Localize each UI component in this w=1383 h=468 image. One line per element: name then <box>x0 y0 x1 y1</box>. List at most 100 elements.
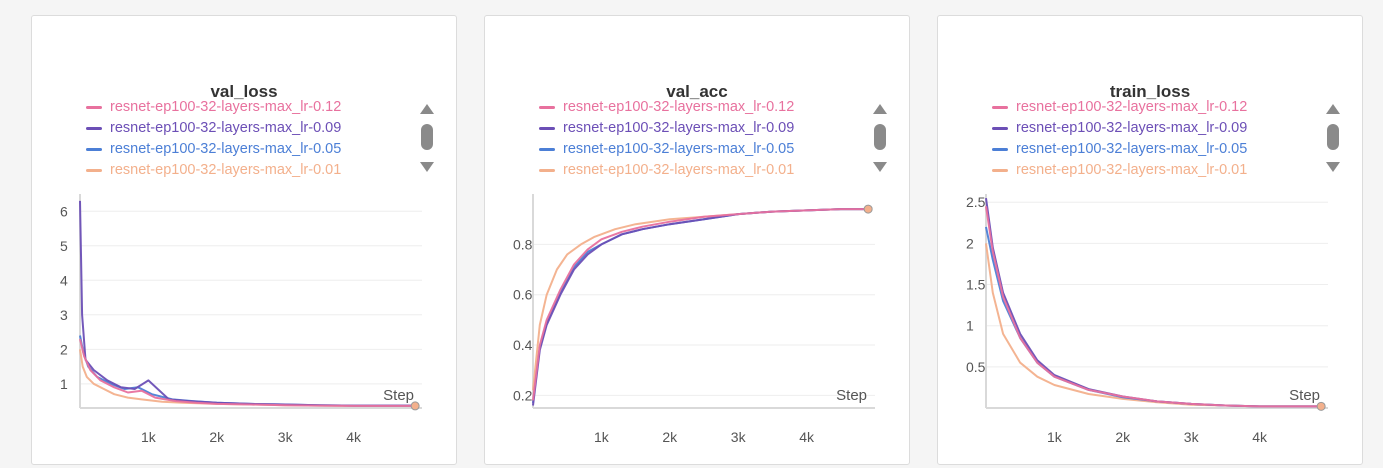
y-tick-label: 5 <box>60 238 68 254</box>
legend-label: resnet-ep100-32-layers-max_lr-0.12 <box>110 99 342 115</box>
x-axis-label: Step <box>1289 387 1320 404</box>
scroll-down-icon[interactable] <box>1326 162 1340 172</box>
scroll-up-icon[interactable] <box>420 104 434 114</box>
y-tick-label: 0.6 <box>513 287 533 303</box>
scroll-down-icon[interactable] <box>873 162 887 172</box>
scroll-thumb[interactable] <box>874 124 886 150</box>
legend: resnet-ep100-32-layers-max_lr-0.12 resne… <box>992 97 1292 181</box>
legend-scroll-control[interactable] <box>419 104 435 174</box>
x-tick-label: 3k <box>1184 429 1200 445</box>
series-line <box>985 226 1322 408</box>
x-tick-label: 4k <box>346 429 362 445</box>
chart-panel-train-loss: train_loss resnet-ep100-32-layers-max_lr… <box>937 15 1363 465</box>
y-tick-label: 0.5 <box>966 359 986 375</box>
legend-swatch <box>992 127 1008 130</box>
legend: resnet-ep100-32-layers-max_lr-0.12 resne… <box>86 97 386 181</box>
legend-item[interactable]: resnet-ep100-32-layers-max_lr-0.01 <box>992 160 1292 181</box>
y-tick-label: 0.4 <box>513 337 533 353</box>
scroll-down-icon[interactable] <box>420 162 434 172</box>
scroll-up-icon[interactable] <box>1326 104 1340 114</box>
x-tick-label: 4k <box>1252 429 1268 445</box>
legend-label: resnet-ep100-32-layers-max_lr-0.05 <box>1016 141 1248 157</box>
x-tick-label: 4k <box>799 429 815 445</box>
legend-label: resnet-ep100-32-layers-max_lr-0.09 <box>110 120 342 136</box>
series-line <box>79 349 416 407</box>
chart-panel-val-acc: val_acc resnet-ep100-32-layers-max_lr-0.… <box>484 15 910 465</box>
legend-swatch <box>86 169 102 172</box>
legend-item[interactable]: resnet-ep100-32-layers-max_lr-0.09 <box>539 118 839 139</box>
legend-scroll-control[interactable] <box>1325 104 1341 174</box>
y-tick-label: 1 <box>966 318 974 334</box>
series-line <box>532 208 869 404</box>
legend-swatch <box>992 148 1008 151</box>
y-tick-label: 0.8 <box>513 236 533 252</box>
series-line <box>985 243 1322 408</box>
series-line <box>79 335 416 407</box>
legend-label: resnet-ep100-32-layers-max_lr-0.05 <box>563 141 795 157</box>
legend-swatch <box>539 169 555 172</box>
chart-title: train_loss <box>1109 82 1191 101</box>
legend-swatch <box>539 106 555 109</box>
legend-item[interactable]: resnet-ep100-32-layers-max_lr-0.09 <box>86 118 386 139</box>
legend-swatch <box>86 106 102 109</box>
legend-swatch <box>992 106 1008 109</box>
x-tick-label: 2k <box>1115 429 1131 445</box>
chart-title: val_acc <box>666 82 728 101</box>
line-chart-train-loss: 0.5 1 1.5 2 2.5 1k 2k 3k 4k Step <box>966 194 1328 445</box>
legend-label: resnet-ep100-32-layers-max_lr-0.12 <box>1016 99 1248 115</box>
legend-item[interactable]: resnet-ep100-32-layers-max_lr-0.05 <box>86 139 386 160</box>
series-line <box>985 206 1322 408</box>
line-chart-val-loss: 1 2 3 4 5 6 1k 2k 3k 4k Step <box>60 194 422 445</box>
chart-panel-val-loss: val_loss resnet-ep100-32-layers-max_lr-0… <box>31 15 457 465</box>
end-marker <box>410 401 420 411</box>
series-line <box>532 208 869 401</box>
y-tick-label: 1.5 <box>966 277 986 293</box>
y-tick-label: 2 <box>60 341 68 357</box>
end-marker <box>863 204 873 214</box>
legend-item[interactable]: resnet-ep100-32-layers-max_lr-0.12 <box>86 97 386 118</box>
legend-label: resnet-ep100-32-layers-max_lr-0.09 <box>1016 120 1248 136</box>
legend-label: resnet-ep100-32-layers-max_lr-0.01 <box>1016 162 1248 178</box>
y-tick-label: 2 <box>966 235 974 251</box>
legend-swatch <box>539 148 555 151</box>
x-tick-label: 3k <box>731 429 747 445</box>
x-axis-label: Step <box>383 387 414 404</box>
legend-item[interactable]: resnet-ep100-32-layers-max_lr-0.01 <box>539 160 839 181</box>
y-tick-label: 0.2 <box>513 387 533 403</box>
x-axis-label: Step <box>836 387 867 404</box>
legend-item[interactable]: resnet-ep100-32-layers-max_lr-0.12 <box>539 97 839 118</box>
chart-title: val_loss <box>210 82 278 101</box>
legend-swatch <box>539 127 555 130</box>
legend-swatch <box>86 127 102 130</box>
legend-label: resnet-ep100-32-layers-max_lr-0.01 <box>563 162 795 178</box>
y-tick-label: 4 <box>60 272 68 288</box>
legend-scroll-control[interactable] <box>872 104 888 174</box>
scroll-thumb[interactable] <box>421 124 433 150</box>
legend-item[interactable]: resnet-ep100-32-layers-max_lr-0.05 <box>992 139 1292 160</box>
y-tick-label: 2.5 <box>966 194 986 210</box>
legend-item[interactable]: resnet-ep100-32-layers-max_lr-0.01 <box>86 160 386 181</box>
x-tick-label: 2k <box>662 429 678 445</box>
legend-swatch <box>86 148 102 151</box>
scroll-thumb[interactable] <box>1327 124 1339 150</box>
legend-item[interactable]: resnet-ep100-32-layers-max_lr-0.09 <box>992 118 1292 139</box>
y-tick-label: 6 <box>60 203 68 219</box>
series-line <box>532 208 869 406</box>
series-line <box>79 338 416 407</box>
y-tick-label: 3 <box>60 307 68 323</box>
x-tick-label: 1k <box>594 429 610 445</box>
scroll-up-icon[interactable] <box>873 104 887 114</box>
legend-label: resnet-ep100-32-layers-max_lr-0.09 <box>563 120 795 136</box>
end-marker <box>1316 401 1326 411</box>
legend-item[interactable]: resnet-ep100-32-layers-max_lr-0.12 <box>992 97 1292 118</box>
legend-item[interactable]: resnet-ep100-32-layers-max_lr-0.05 <box>539 139 839 160</box>
legend-swatch <box>992 169 1008 172</box>
line-chart-val-acc: 0.2 0.4 0.6 0.8 1k 2k 3k 4k Step <box>513 194 875 445</box>
x-tick-label: 2k <box>209 429 225 445</box>
series-line <box>79 200 416 407</box>
legend-label: resnet-ep100-32-layers-max_lr-0.05 <box>110 141 342 157</box>
y-tick-label: 1 <box>60 376 68 392</box>
legend-label: resnet-ep100-32-layers-max_lr-0.01 <box>110 162 342 178</box>
series-line <box>532 208 869 391</box>
legend-label: resnet-ep100-32-layers-max_lr-0.12 <box>563 99 795 115</box>
